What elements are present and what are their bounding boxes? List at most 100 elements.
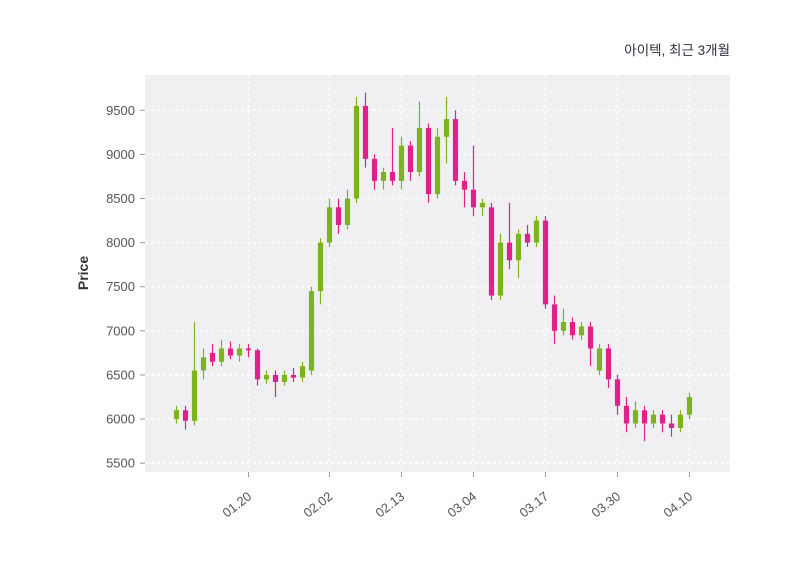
x-tick-label: 03.04 (444, 489, 479, 521)
x-tick-label: 01.20 (219, 489, 254, 521)
y-tick-label: 9000 (106, 147, 135, 162)
candle-up (515, 229, 522, 278)
candle-down (668, 414, 675, 437)
candle-body (569, 322, 576, 336)
y-tick-label: 7000 (106, 323, 135, 338)
candle-series (173, 92, 693, 442)
candle-up (263, 370, 270, 384)
candle-body (461, 180, 468, 190)
candle-body (506, 242, 513, 261)
candle-up (317, 238, 324, 305)
candle-body (605, 348, 612, 380)
candle-down (371, 154, 378, 190)
candle-body (308, 291, 315, 371)
candle-body (263, 374, 270, 380)
candle-body (551, 304, 558, 331)
candle-body (497, 242, 504, 296)
candle-down (641, 405, 648, 442)
candle-up (533, 216, 540, 248)
candle-body (677, 414, 684, 428)
chart-title: 아이텍, 최근 3개월 (624, 43, 730, 58)
y-axis-label: Price (75, 256, 91, 290)
candle-body (596, 348, 603, 371)
candle-body (587, 326, 594, 349)
candle-body (398, 145, 405, 181)
candle-down (290, 367, 297, 383)
candle-down (407, 141, 414, 181)
y-tick-label: 8500 (106, 191, 135, 206)
candle-up (632, 401, 639, 428)
candle-body (317, 242, 324, 292)
candle-up (191, 322, 198, 426)
candle-body (578, 326, 585, 336)
candle-body (326, 207, 333, 243)
candle-down (452, 110, 459, 186)
candle-body (389, 172, 396, 181)
x-tick-label: 02.13 (372, 489, 407, 521)
candle-body (245, 348, 252, 351)
candle-body (542, 220, 549, 305)
candle-down (254, 348, 261, 386)
candle-body (641, 410, 648, 424)
candle-body (299, 366, 306, 378)
candle-down (614, 374, 621, 415)
x-tick-label: 04.10 (660, 489, 695, 521)
x-tick-label: 03.17 (516, 489, 551, 521)
candle-body (524, 233, 531, 243)
candle-body (560, 322, 567, 331)
candle-body (254, 350, 261, 380)
candle-up (200, 348, 207, 380)
candle-body (632, 410, 639, 424)
candle-down (245, 344, 252, 358)
candle-down (542, 216, 549, 309)
y-tick-label: 7500 (106, 279, 135, 294)
candle-up (479, 198, 486, 217)
candle-body (236, 348, 243, 356)
candle-body (515, 233, 522, 261)
candle-up (650, 410, 657, 428)
candle-down (362, 92, 369, 168)
candle-body (218, 348, 225, 362)
y-tick-label: 5500 (106, 456, 135, 471)
candle-body (470, 189, 477, 208)
candle-body (479, 202, 486, 208)
candle-body (416, 127, 423, 173)
candle-body (209, 352, 216, 362)
candle-body (272, 374, 279, 383)
candle-up (416, 101, 423, 177)
candle-body (425, 127, 432, 195)
candle-body (191, 370, 198, 421)
candle-body (227, 348, 234, 356)
candle-body (443, 119, 450, 137)
candle-up (218, 339, 225, 367)
y-tick-label: 8000 (106, 235, 135, 250)
candle-body (623, 405, 630, 424)
candle-up (434, 127, 441, 199)
candle-down (488, 202, 495, 300)
candle-up (596, 344, 603, 375)
x-tick-label: 02.02 (300, 489, 335, 521)
candle-body (173, 410, 180, 420)
candle-body (335, 207, 342, 225)
candle-down (425, 123, 432, 203)
candle-body (344, 198, 351, 225)
candle-down (623, 397, 630, 433)
candle-body (371, 158, 378, 181)
candle-down (524, 224, 531, 248)
candle-down (551, 295, 558, 345)
candle-up (299, 361, 306, 383)
candle-body (290, 374, 297, 378)
candle-body (488, 207, 495, 296)
candle-down (209, 344, 216, 367)
candle-up (173, 405, 180, 424)
x-tick-label: 03.30 (588, 489, 623, 521)
candle-down (227, 341, 234, 360)
candle-body (407, 145, 414, 173)
candle-down (470, 145, 477, 217)
candle-up (236, 344, 243, 362)
candle-body (353, 105, 360, 199)
candle-down (335, 198, 342, 234)
candle-up (326, 198, 333, 248)
